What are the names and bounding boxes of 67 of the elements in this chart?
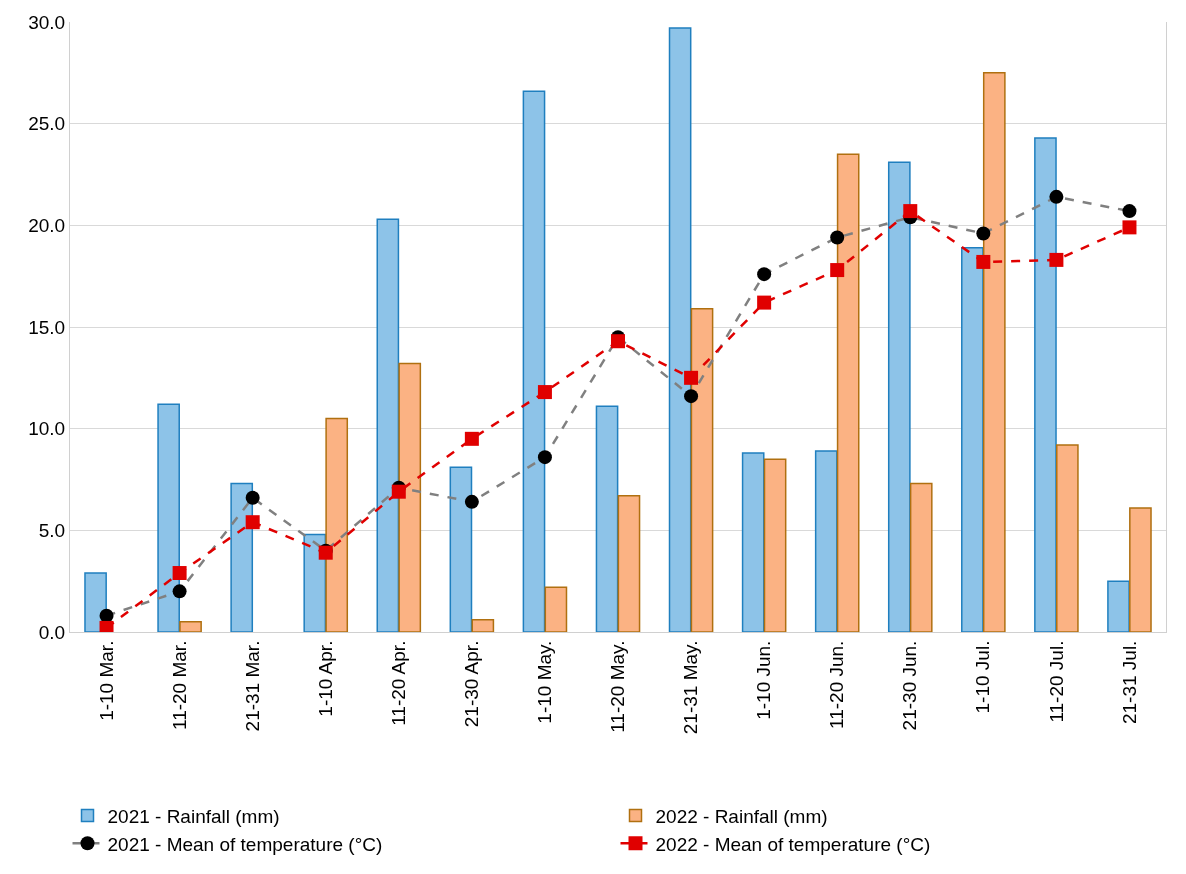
y-tick-label: 5.0 [38, 519, 66, 541]
y-tick-label: 20.0 [28, 214, 66, 236]
x-tick-label: 21-30 Jun. [899, 640, 921, 731]
bar [909, 482, 933, 632]
bar [982, 72, 1006, 632]
bar [741, 452, 765, 632]
bar [1107, 580, 1130, 632]
y-tick-label: 10.0 [28, 418, 66, 440]
bar [1034, 137, 1057, 632]
bar [230, 482, 254, 632]
point [611, 334, 625, 349]
point [976, 254, 991, 269]
bar [1056, 444, 1079, 632]
bar [522, 90, 546, 632]
bar [376, 218, 400, 632]
bar [1129, 507, 1152, 632]
x-tick-label: 21-31 Mar. [241, 640, 263, 732]
bar [763, 458, 787, 632]
bar [690, 307, 714, 632]
legend-label: 2022 - Mean of temperature (°C) [655, 833, 931, 855]
bar [961, 246, 984, 632]
x-tick-label: 11-20 Apr. [387, 640, 409, 726]
legend-label: 2022 - Rainfall (mm) [655, 805, 828, 827]
x-tick-label: 1-10 Mar. [95, 640, 117, 721]
bar [814, 450, 838, 632]
bar [471, 619, 495, 632]
legend-label: 2021 - Mean of temperature (°C) [107, 833, 383, 855]
y-tick-label: 0.0 [38, 621, 66, 643]
point [684, 370, 699, 385]
x-tick-label: 21-30 Apr. [461, 640, 483, 728]
point [903, 204, 918, 219]
x-tick-label: 11-20 Jul. [1045, 640, 1067, 723]
bar [303, 533, 327, 632]
point [1049, 252, 1064, 267]
point [757, 295, 772, 310]
x-tick-label: 11-20 Jun. [826, 640, 848, 729]
y-tick-label: 30.0 [28, 11, 66, 33]
point [245, 515, 260, 530]
x-tick-label: 1-10 Jul. [972, 640, 994, 714]
point [464, 431, 479, 446]
x-tick-label: 21-31 Jul. [1118, 640, 1140, 725]
point [172, 566, 187, 581]
bar [449, 466, 473, 632]
y-tick-label: 25.0 [28, 113, 66, 135]
point [391, 484, 406, 499]
bar [325, 417, 349, 632]
point [99, 620, 114, 632]
bar [157, 403, 180, 632]
bar [595, 405, 619, 632]
bar [887, 161, 911, 632]
y-tick-label: 15.0 [28, 316, 66, 338]
x-tick-label: 1-10 May. [534, 640, 556, 724]
x-tick-label: 21-31 May. [680, 640, 702, 735]
bar [668, 27, 692, 632]
x-tick-label: 1-10 Apr. [314, 640, 336, 717]
point [830, 263, 845, 278]
bar [179, 621, 202, 632]
bar [544, 586, 568, 632]
legend-label: 2021 - Rainfall (mm) [107, 805, 280, 827]
bar [398, 362, 422, 632]
bar [617, 495, 641, 632]
x-tick-label: 1-10 Jun. [753, 640, 775, 720]
x-tick-label: 11-20 Mar. [168, 640, 190, 731]
point [1122, 220, 1137, 235]
point [537, 385, 552, 400]
x-tick-label: 11-20 May. [607, 640, 629, 733]
bar [836, 153, 860, 632]
